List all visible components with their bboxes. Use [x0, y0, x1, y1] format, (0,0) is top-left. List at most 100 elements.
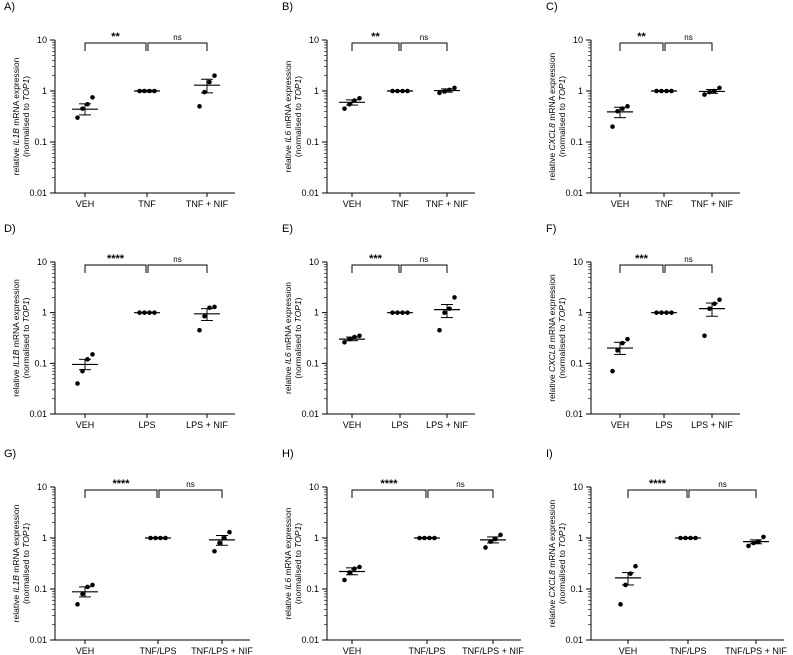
significance-bracket [351, 489, 427, 498]
significance-bracket [688, 489, 757, 498]
y-tick-label: 10 [37, 482, 47, 492]
data-point [615, 348, 620, 353]
significance-label: ns [684, 255, 692, 264]
y-tick-label: 0.1 [570, 584, 583, 594]
y-tick-label: 0.01 [29, 188, 47, 198]
label-text: relative [283, 590, 293, 620]
label-text: relative [11, 367, 21, 397]
label-text: relative [283, 364, 293, 394]
y-tick-label: 10 [573, 482, 583, 492]
label-text: relative [11, 593, 21, 623]
data-point [618, 602, 623, 607]
y-tick-label: 1 [578, 86, 583, 96]
x-tick-label: TNF [391, 199, 409, 209]
label-text: relative [547, 372, 557, 402]
y-tick-label: 1 [314, 86, 319, 96]
data-point [483, 545, 488, 550]
significance-bracket [664, 264, 713, 273]
panel-e: E) 10 1 0.1 0.01 relative IL6 mRNA expression… [282, 223, 475, 430]
y-tick-label: 0.01 [301, 188, 319, 198]
panel-label: A) [4, 1, 15, 13]
y-axis-label-line1: relative IL1B mRNA expression [11, 279, 21, 397]
label-text: (normalised to [293, 322, 303, 378]
data-point [452, 295, 457, 300]
data-point [90, 352, 95, 357]
y-tick-label: 0.1 [306, 584, 319, 594]
label-text: relative [547, 598, 557, 628]
label-text: (normalised to [21, 322, 31, 378]
y-tick-label: 10 [309, 257, 319, 267]
significance-label: ns [173, 255, 181, 264]
panel-i: I) 10 1 0.1 0.01 relative CXCL8 mRNA expressi… [546, 448, 787, 655]
gene-name: IL6 [283, 352, 293, 364]
data-point [717, 85, 722, 91]
significance-bracket [400, 42, 448, 51]
data-point [761, 534, 766, 540]
data-point [222, 535, 227, 541]
significance-label: ns [456, 480, 464, 489]
y-axis-label-line1: relative IL6 mRNA expression [283, 507, 293, 619]
gene-name: IL1B [11, 128, 21, 146]
x-tick-label: VEH [619, 646, 638, 655]
x-tick-label: TNF/LPS [408, 646, 445, 655]
y-axis-label-line2: (normalised to TOP1) [293, 76, 303, 157]
reference-gene: TOP1 [557, 526, 567, 548]
significance-bracket [351, 42, 400, 51]
label-text: mRNA expression [283, 282, 293, 353]
data-point [452, 85, 457, 91]
data-point [610, 368, 615, 374]
data-point [493, 536, 498, 542]
x-tick-label: TNF + NIF [186, 199, 229, 209]
label-text: (normalised to [557, 548, 567, 604]
significance-bracket [84, 264, 147, 273]
y-axis-label-line2: (normalised to TOP1) [557, 297, 567, 378]
panel-label: D) [4, 223, 16, 235]
y-tick-label: 0.01 [565, 635, 583, 645]
panel-label: F) [546, 223, 556, 235]
y-axis-label-line1: relative CXCL8 mRNA expression [547, 274, 557, 402]
label-text: (normalised to [557, 101, 567, 157]
y-tick-label: 10 [309, 35, 319, 45]
y-axis-label-line2: (normalised to TOP1) [557, 523, 567, 604]
x-tick-label: LPS [655, 420, 672, 430]
label-text: (normalised to [557, 322, 567, 378]
data-point [702, 333, 707, 339]
panel-g: G) 10 1 0.1 0.01 relative IL1B mRNA expressio… [4, 448, 253, 655]
x-tick-label: TNF + NIF [691, 199, 734, 209]
panel-c: C) 10 1 0.1 0.01 relative CXCL8 mRNA expressi… [546, 1, 740, 209]
panel-label: I) [546, 448, 553, 460]
y-tick-label: 0.1 [34, 358, 47, 368]
y-tick-label: 10 [573, 35, 583, 45]
data-point [75, 115, 80, 120]
label-text: ) [293, 76, 303, 79]
significance-bracket [84, 489, 158, 498]
y-tick-label: 0.1 [34, 584, 47, 594]
y-tick-label: 1 [314, 308, 319, 318]
data-point [702, 92, 707, 97]
panel-b: B) 10 1 0.1 0.01 relative IL6 mRNA expression… [282, 1, 475, 209]
significance-bracket [619, 264, 664, 273]
significance-bracket [627, 489, 688, 498]
label-text: (normalised to [21, 101, 31, 157]
y-tick-label: 0.1 [570, 358, 583, 368]
gene-name: IL6 [283, 578, 293, 590]
label-text: mRNA expression [11, 504, 21, 575]
data-point [75, 602, 80, 607]
significance-label: ns [718, 480, 726, 489]
label-text: mRNA expression [11, 279, 21, 350]
gene-name: CXCL8 [547, 344, 557, 372]
y-axis-label-line2: (normalised to TOP1) [557, 76, 567, 157]
x-tick-label: VEH [343, 199, 362, 209]
reference-gene: TOP1 [293, 300, 303, 322]
significance-label: ns [173, 33, 181, 42]
data-point [628, 571, 633, 576]
reference-gene: TOP1 [557, 300, 567, 322]
gene-name: CXCL8 [547, 570, 557, 598]
label-text: mRNA expression [283, 507, 293, 578]
significance-label: ** [637, 31, 646, 43]
y-axis-label-line2: (normalised to TOP1) [21, 76, 31, 157]
data-point [447, 306, 452, 311]
data-point [207, 305, 212, 311]
y-tick-label: 0.01 [301, 409, 319, 419]
